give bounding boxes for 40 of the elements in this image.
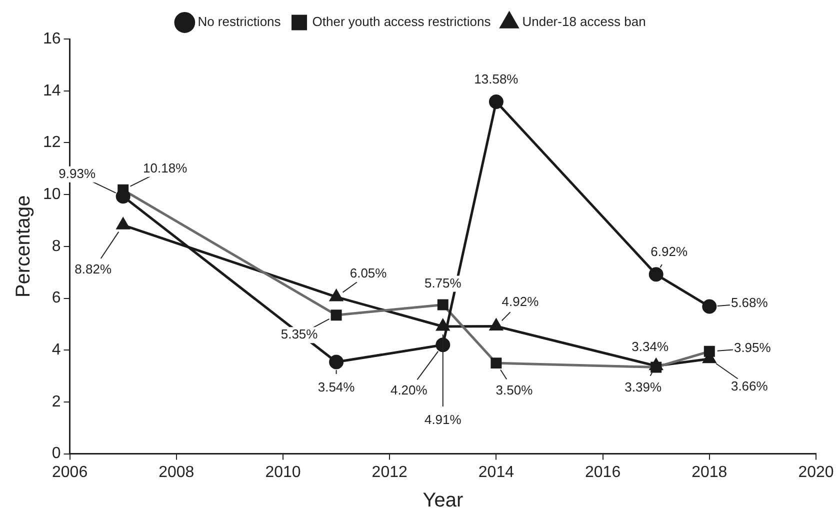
y-tick-label: 0 <box>52 445 61 462</box>
y-tick-label: 8 <box>52 238 61 255</box>
y-tick-label: 14 <box>43 82 61 100</box>
y-axis-title: Percentage <box>12 195 35 298</box>
x-tick-label: 2008 <box>158 464 194 481</box>
x-tick-label: 2018 <box>692 464 728 481</box>
legend-label: Under-18 access ban <box>522 14 646 30</box>
data-label: 3.95% <box>734 340 772 355</box>
data-label: 10.18% <box>143 160 188 176</box>
x-tick-label: 2014 <box>478 464 514 481</box>
y-tick-label: 6 <box>52 290 61 307</box>
data-label: 6.92% <box>650 244 688 259</box>
data-label: 6.05% <box>350 266 388 281</box>
data-label: 5.35% <box>280 326 318 342</box>
x-tick-label: 2006 <box>52 464 88 481</box>
data-label: 3.39% <box>624 379 662 394</box>
x-tick-label: 2020 <box>798 464 834 481</box>
legend-label: Other youth access restrictions <box>312 14 492 30</box>
data-label: 13.58% <box>474 71 519 86</box>
data-label: 3.34% <box>632 338 669 354</box>
y-tick-label: 10 <box>43 186 61 203</box>
data-label: 4.92% <box>502 294 540 309</box>
legend-label: No restrictions <box>198 14 282 30</box>
data-label: 4.20% <box>390 382 428 398</box>
x-tick-label: 2016 <box>585 464 621 481</box>
data-label: 9.93% <box>58 166 96 181</box>
y-tick-label: 16 <box>43 30 61 48</box>
y-tick-label: 2 <box>52 393 61 410</box>
data-label: 8.82% <box>74 262 112 277</box>
x-axis-title: Year <box>422 490 464 512</box>
x-tick-label: 2010 <box>265 464 301 481</box>
data-label: 5.68% <box>730 295 768 310</box>
y-tick-label: 12 <box>43 134 61 152</box>
data-label: 4.91% <box>424 412 462 428</box>
data-label: 3.66% <box>730 378 768 394</box>
data-label: 3.54% <box>318 380 356 395</box>
y-tick-label: 4 <box>52 342 61 359</box>
x-tick-label: 2012 <box>372 464 408 481</box>
data-label: 5.75% <box>424 275 462 290</box>
data-label: 3.50% <box>496 382 534 398</box>
